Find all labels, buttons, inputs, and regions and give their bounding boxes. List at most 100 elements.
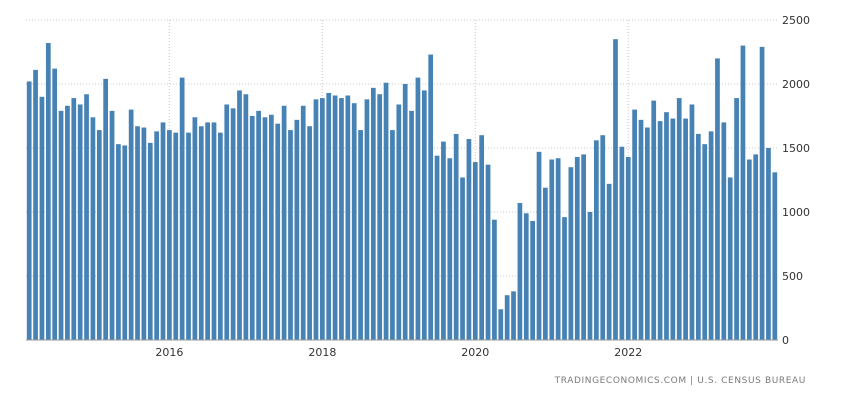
bar [689, 104, 695, 340]
bar [179, 77, 185, 340]
bar [695, 133, 701, 340]
bar [294, 119, 300, 340]
bar [230, 108, 236, 340]
y-axis-ticks: 0 500 1000 1500 2000 2500 [782, 14, 810, 347]
bar [708, 131, 714, 340]
bar [109, 110, 115, 340]
bar [300, 105, 306, 340]
bar [135, 126, 140, 341]
bar [447, 158, 453, 340]
bar [479, 135, 485, 340]
bar [237, 90, 242, 341]
bar [319, 98, 325, 340]
bar [147, 142, 153, 340]
bar [434, 155, 440, 340]
bar [243, 94, 249, 341]
bar [281, 105, 287, 340]
bar [702, 144, 708, 340]
bar [103, 78, 109, 340]
bar [625, 156, 631, 340]
bar [262, 117, 268, 340]
bar [530, 220, 536, 340]
bar [186, 132, 191, 340]
bar [619, 146, 625, 340]
x-axis-ticks: 2016 2018 2020 2022 [155, 346, 642, 359]
bar [492, 219, 497, 340]
bar [613, 39, 618, 340]
bar [638, 119, 644, 340]
bar [645, 127, 650, 341]
bar [154, 131, 160, 340]
bar [676, 98, 682, 340]
bar [753, 154, 759, 340]
bar [511, 291, 516, 340]
bar [288, 130, 293, 340]
bar [390, 130, 395, 340]
y-tick-label: 1500 [782, 142, 810, 155]
bar [600, 135, 606, 340]
bar [84, 94, 89, 341]
bar [192, 117, 198, 340]
bar [364, 99, 370, 340]
bar [715, 58, 720, 341]
bar [370, 87, 376, 340]
bar [33, 69, 38, 341]
y-tick-label: 2500 [782, 14, 810, 27]
bar [313, 99, 319, 340]
bar [396, 104, 402, 340]
bar [460, 177, 465, 340]
bar [740, 45, 746, 340]
bar [351, 103, 357, 340]
bar [90, 117, 96, 340]
bar [568, 167, 574, 340]
bar [485, 164, 491, 340]
bar [504, 295, 510, 340]
bar [96, 130, 102, 340]
bar [409, 110, 414, 340]
x-tick-label: 2022 [614, 346, 642, 359]
bar [39, 96, 45, 340]
x-tick-label: 2018 [308, 346, 336, 359]
bar [345, 95, 351, 341]
bar [173, 132, 179, 340]
bar [536, 151, 542, 340]
y-tick-label: 500 [782, 270, 803, 283]
bar [58, 110, 64, 340]
bar [772, 172, 778, 340]
bar [734, 98, 739, 340]
y-tick-label: 0 [782, 334, 789, 347]
bar [421, 90, 427, 341]
bar [275, 123, 281, 341]
bar [415, 77, 421, 340]
bar [683, 118, 688, 340]
y-tick-label: 1000 [782, 206, 810, 219]
bar [651, 100, 657, 340]
bar [664, 112, 669, 340]
bar [555, 158, 561, 340]
bar [727, 177, 733, 340]
bar [383, 82, 389, 340]
bar [326, 92, 332, 341]
bar [116, 144, 121, 340]
x-tick-label: 2020 [461, 346, 489, 359]
x-tick-label: 2016 [155, 346, 183, 359]
bar [606, 183, 612, 340]
bar [632, 109, 637, 340]
bar [358, 130, 363, 340]
bar [377, 94, 383, 341]
bar [543, 187, 548, 340]
bar [205, 122, 210, 341]
bar [269, 114, 274, 340]
bar [198, 126, 204, 341]
bar [746, 159, 752, 340]
bar [218, 132, 223, 340]
bar [721, 122, 727, 341]
bar [249, 116, 255, 340]
bar [498, 309, 504, 340]
bar [167, 130, 172, 340]
bar [523, 213, 529, 340]
bar [45, 43, 51, 340]
bar [581, 154, 586, 340]
bar [256, 110, 261, 340]
